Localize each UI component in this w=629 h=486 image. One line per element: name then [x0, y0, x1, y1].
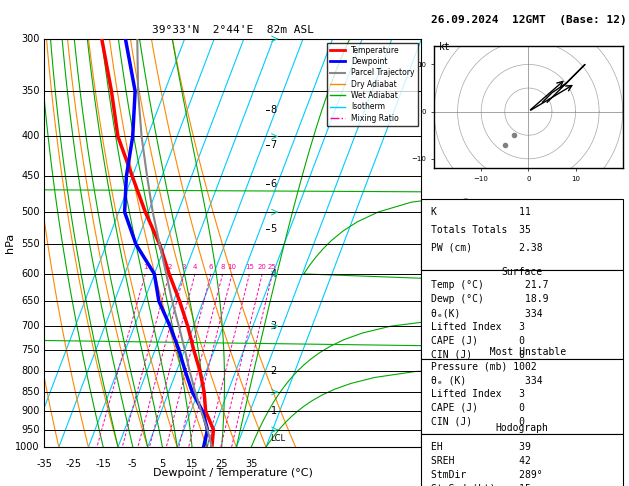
Text: 1: 1: [270, 406, 277, 417]
Text: 15: 15: [245, 264, 254, 270]
Text: 25: 25: [215, 459, 228, 469]
Text: 4: 4: [270, 269, 277, 279]
Text: CAPE (J)       0: CAPE (J) 0: [431, 336, 525, 346]
Text: θₑ(K)           334: θₑ(K) 334: [431, 308, 543, 318]
Text: CAPE (J)       0: CAPE (J) 0: [431, 403, 525, 413]
Text: CIN (J)        0: CIN (J) 0: [431, 417, 525, 427]
Text: 8: 8: [220, 264, 225, 270]
Text: CIN (J)        0: CIN (J) 0: [431, 350, 525, 360]
Text: EH             39: EH 39: [431, 442, 532, 452]
Text: Temp (°C)       21.7: Temp (°C) 21.7: [431, 280, 549, 290]
Text: 6: 6: [209, 264, 213, 270]
Text: Pressure (mb) 1002: Pressure (mb) 1002: [431, 361, 537, 371]
Text: 500: 500: [21, 207, 40, 217]
Text: 25: 25: [268, 264, 277, 270]
Text: 6: 6: [270, 179, 277, 189]
Text: 800: 800: [21, 366, 40, 377]
Text: K              11: K 11: [431, 207, 532, 217]
Text: 2: 2: [270, 366, 277, 377]
Text: 950: 950: [21, 425, 40, 435]
Text: 3: 3: [182, 264, 186, 270]
Text: -25: -25: [65, 459, 82, 469]
Text: 600: 600: [21, 269, 40, 279]
Text: 650: 650: [21, 296, 40, 306]
Text: Hodograph: Hodograph: [496, 423, 548, 433]
Text: -15: -15: [95, 459, 111, 469]
FancyBboxPatch shape: [421, 434, 623, 486]
Text: 3: 3: [270, 321, 277, 331]
Text: 750: 750: [21, 345, 40, 355]
Text: 5: 5: [159, 459, 165, 469]
Text: Dewp (°C)       18.9: Dewp (°C) 18.9: [431, 295, 549, 304]
Text: 550: 550: [21, 240, 40, 249]
Text: LCL: LCL: [270, 434, 286, 443]
Text: 10: 10: [228, 264, 237, 270]
Text: 400: 400: [21, 131, 40, 141]
Text: Lifted Index   3: Lifted Index 3: [431, 389, 525, 399]
FancyBboxPatch shape: [421, 199, 623, 270]
Text: 35: 35: [245, 459, 257, 469]
Legend: Temperature, Dewpoint, Parcel Trajectory, Dry Adiabat, Wet Adiabat, Isotherm, Mi: Temperature, Dewpoint, Parcel Trajectory…: [326, 43, 418, 125]
FancyBboxPatch shape: [421, 359, 623, 434]
Text: SREH           42: SREH 42: [431, 456, 532, 466]
Text: hPa: hPa: [5, 233, 15, 253]
FancyBboxPatch shape: [421, 270, 623, 359]
Text: 20: 20: [258, 264, 267, 270]
Text: θₑ (K)          334: θₑ (K) 334: [431, 375, 543, 385]
Text: 1: 1: [143, 264, 148, 270]
Text: 26.09.2024  12GMT  (Base: 12): 26.09.2024 12GMT (Base: 12): [431, 15, 626, 25]
Text: Mixing Ratio (g/kg): Mixing Ratio (g/kg): [462, 197, 472, 289]
Text: 850: 850: [21, 387, 40, 397]
Text: 7: 7: [270, 140, 277, 150]
Text: km
ASL: km ASL: [429, 464, 447, 485]
Text: Most Unstable: Most Unstable: [478, 347, 566, 357]
Text: -35: -35: [36, 459, 52, 469]
Text: 15: 15: [186, 459, 198, 469]
Text: Dewpoint / Temperature (°C): Dewpoint / Temperature (°C): [153, 468, 313, 478]
Text: 8: 8: [270, 105, 277, 115]
Text: StmDir         289°: StmDir 289°: [431, 470, 543, 480]
Text: Totals Totals  35: Totals Totals 35: [431, 225, 532, 235]
Text: 900: 900: [21, 406, 40, 417]
Text: StmSpd (kt)    15: StmSpd (kt) 15: [431, 484, 532, 486]
Text: PW (cm)        2.38: PW (cm) 2.38: [431, 243, 543, 252]
Text: 700: 700: [21, 321, 40, 331]
Text: 4: 4: [193, 264, 198, 270]
Text: 1000: 1000: [15, 442, 40, 452]
Text: -5: -5: [128, 459, 138, 469]
Title: 39°33'N  2°44'E  82m ASL: 39°33'N 2°44'E 82m ASL: [152, 25, 314, 35]
Text: 450: 450: [21, 172, 40, 181]
Text: Surface: Surface: [501, 266, 543, 277]
Text: kt: kt: [439, 42, 450, 52]
Text: 5: 5: [270, 224, 277, 234]
Text: Lifted Index   3: Lifted Index 3: [431, 322, 525, 332]
Text: 350: 350: [21, 86, 40, 96]
Text: 2: 2: [167, 264, 172, 270]
Text: 300: 300: [21, 34, 40, 44]
